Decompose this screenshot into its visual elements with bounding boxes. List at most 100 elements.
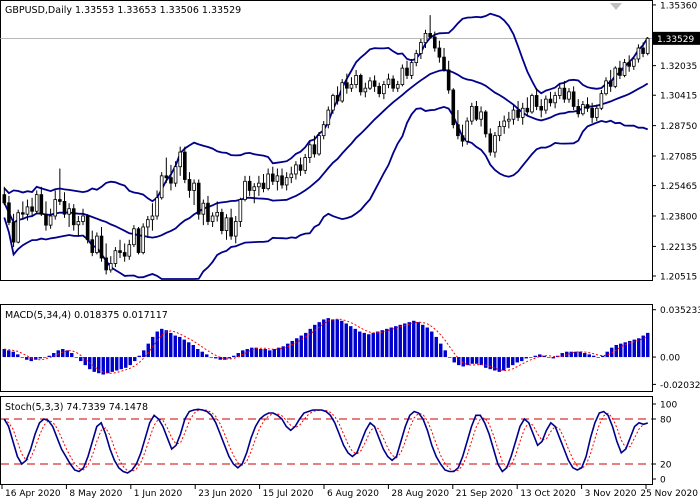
candle-body — [645, 37, 650, 54]
macd-bar — [448, 357, 452, 358]
macd-histogram — [2, 318, 650, 375]
candle-body — [150, 215, 155, 221]
candle-body — [294, 164, 298, 175]
candle — [608, 69, 613, 92]
candle-body — [590, 107, 594, 118]
chart-title: GBPUSD,Daily 1.33553 1.33653 1.33506 1.3… — [5, 5, 241, 16]
candle — [539, 99, 544, 118]
candle — [99, 226, 104, 262]
price-panel[interactable]: GBPUSD,Daily 1.33553 1.33653 1.33506 1.3… — [0, 0, 700, 283]
candlestick-series[interactable] — [2, 15, 650, 275]
candle — [460, 124, 465, 147]
candle-body — [446, 69, 451, 91]
candle — [187, 172, 192, 198]
candle-body — [613, 67, 618, 87]
candle-body — [576, 106, 581, 115]
candle-body — [608, 80, 613, 87]
candle-body — [534, 95, 539, 107]
macd-bar — [461, 357, 465, 367]
macd-bar — [263, 349, 267, 358]
macd-bar — [565, 351, 569, 358]
candle — [90, 230, 95, 257]
macd-bar — [592, 355, 596, 358]
current-price-badge-bg — [653, 31, 700, 45]
macd-bar — [187, 342, 191, 358]
candle — [502, 115, 506, 134]
candle — [641, 42, 645, 58]
stochastic-tick-label: 0 — [660, 476, 666, 486]
candle-body — [581, 104, 585, 115]
candle-body — [53, 199, 58, 217]
candle — [544, 95, 548, 114]
macd-tick-label: -0.020325 — [660, 381, 700, 391]
macd-bar — [439, 343, 443, 358]
one-click-trading-arrow[interactable] — [610, 3, 622, 10]
macd-bar — [205, 354, 209, 358]
stochastic-panel[interactable]: Stoch(5,3,3) 74.7339 74.1478 100 80 20 0 — [0, 396, 678, 486]
macd-bar — [196, 349, 200, 358]
macd-bar — [646, 332, 650, 358]
macd-bar — [29, 357, 33, 362]
macd-panel[interactable]: MACD(5,34,4) 0.018375 0.017117 0.0352330… — [0, 304, 700, 392]
candle-body — [145, 219, 150, 228]
macd-bar — [389, 327, 393, 358]
chevron-down-icon[interactable] — [610, 3, 622, 10]
candle-body — [76, 221, 81, 226]
candle-body — [307, 144, 312, 158]
candle-body — [340, 82, 344, 102]
stochastic-axis: 100 80 20 0 — [652, 401, 677, 486]
candle-body — [386, 78, 391, 85]
macd-bar — [313, 324, 317, 358]
candle-body — [442, 56, 446, 71]
macd-bar — [290, 340, 294, 358]
candle-body — [7, 202, 11, 223]
macd-bar — [178, 336, 182, 358]
candle-body — [460, 135, 465, 142]
candle — [7, 195, 11, 226]
candle — [409, 58, 414, 80]
candle-body — [132, 228, 136, 246]
macd-panel-frame — [0, 304, 653, 392]
candle-body — [428, 33, 432, 38]
macd-bar — [344, 323, 348, 358]
candle-body — [266, 173, 270, 190]
candle — [164, 157, 169, 184]
candle-body — [479, 111, 483, 120]
macd-bar — [128, 357, 132, 366]
candle-body — [493, 135, 497, 153]
macd-bar — [497, 357, 501, 372]
macd-bar — [407, 322, 411, 358]
macd-bar — [326, 318, 330, 358]
candle — [372, 75, 377, 92]
candle — [507, 111, 511, 129]
candle-body — [372, 80, 377, 87]
candle — [534, 88, 539, 111]
candle — [25, 199, 30, 221]
macd-bar — [142, 350, 146, 358]
macd-bar — [502, 357, 506, 371]
macd-bar — [371, 332, 375, 358]
macd-bar — [560, 353, 564, 358]
candle-body — [368, 80, 372, 89]
stochastic-lines — [3, 408, 649, 474]
candle-body — [641, 47, 645, 54]
candle — [67, 203, 71, 227]
price-tick-label: 1.30415 — [660, 92, 697, 102]
candle-body — [391, 78, 395, 89]
macd-bar — [398, 324, 402, 358]
candle-body — [377, 85, 382, 95]
candle — [474, 100, 479, 122]
candle-body — [67, 208, 71, 215]
time-tick-label: 1 Jun 2020 — [134, 489, 183, 499]
candle-body — [548, 98, 553, 104]
macd-bar — [7, 350, 11, 358]
macd-bar — [20, 357, 24, 358]
candle-body — [196, 182, 201, 215]
candle-body — [562, 87, 567, 100]
macd-bar — [223, 357, 227, 360]
time-tick-label: 21 Sep 2020 — [456, 489, 513, 499]
time-tick-label: 23 Jun 2020 — [198, 489, 252, 499]
bollinger-middle-band — [3, 69, 649, 239]
candle — [349, 77, 354, 92]
macd-bar — [547, 357, 551, 358]
